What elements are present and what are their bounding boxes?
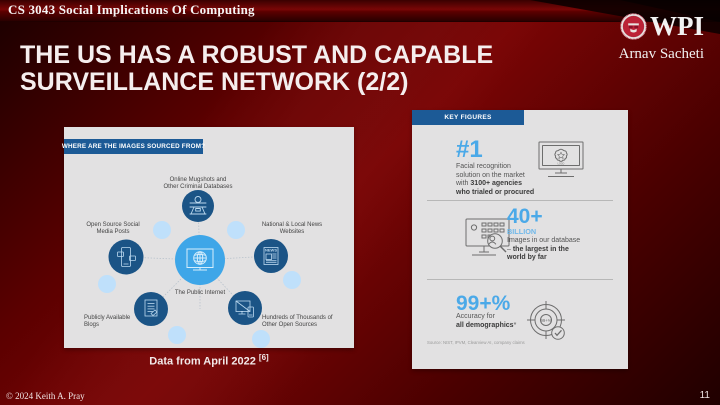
svg-text:LOGO: LOGO <box>558 163 565 165</box>
svg-text:NEWS: NEWS <box>265 248 277 253</box>
svg-text:99+%: 99+% <box>540 318 551 323</box>
